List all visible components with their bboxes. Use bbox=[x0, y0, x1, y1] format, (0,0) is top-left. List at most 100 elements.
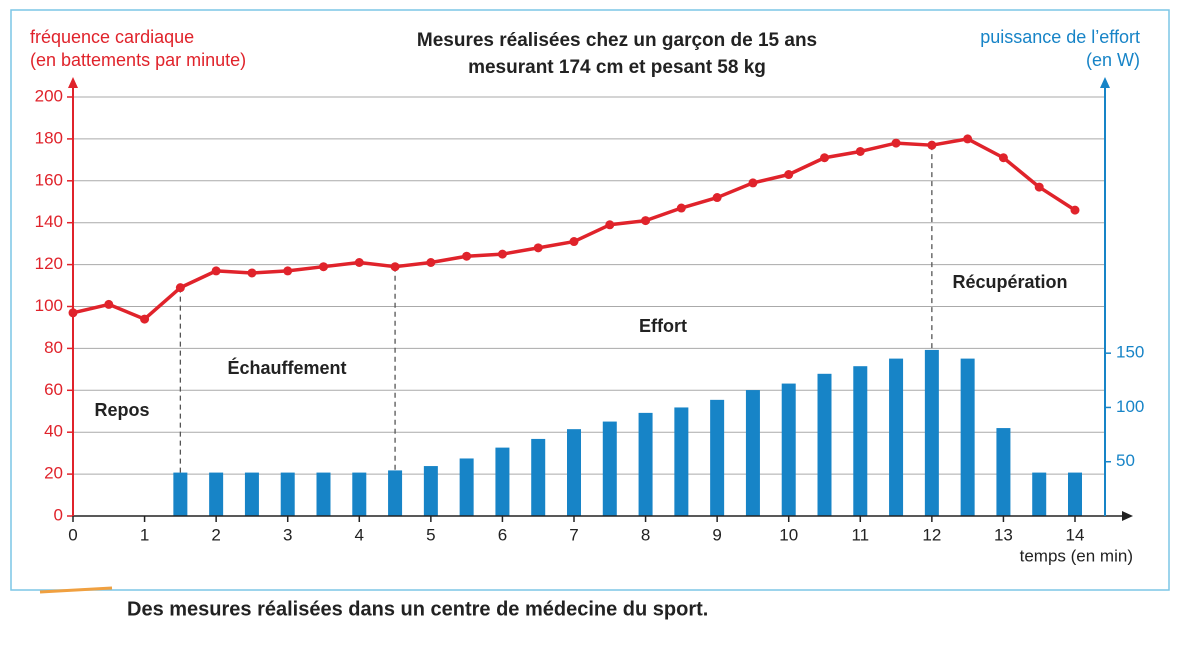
bar bbox=[352, 472, 367, 516]
bar bbox=[244, 472, 259, 516]
line-marker bbox=[676, 203, 686, 213]
bar bbox=[1068, 472, 1082, 516]
line-marker bbox=[390, 262, 400, 272]
y-axis-arrow bbox=[68, 77, 78, 88]
line-marker bbox=[748, 178, 758, 188]
bar bbox=[1032, 472, 1047, 516]
bar bbox=[960, 358, 975, 516]
y-tick-label: 160 bbox=[35, 170, 63, 189]
annotation: Récupération bbox=[952, 272, 1067, 292]
bar bbox=[495, 447, 510, 516]
x-tick-label: 6 bbox=[498, 525, 507, 544]
y-tick-label: 60 bbox=[44, 380, 63, 399]
line-marker bbox=[927, 140, 937, 150]
frame bbox=[10, 9, 1170, 591]
bar bbox=[924, 349, 939, 516]
line-marker bbox=[820, 153, 829, 163]
y2-axis-label: (en W) bbox=[1086, 50, 1140, 70]
line-marker bbox=[641, 216, 651, 226]
bar bbox=[423, 466, 438, 516]
line-marker bbox=[855, 146, 865, 156]
bar bbox=[889, 358, 904, 516]
y-tick-label: 200 bbox=[35, 86, 63, 105]
bar bbox=[316, 472, 331, 516]
annotation: Effort bbox=[639, 316, 687, 336]
x-tick-label: 12 bbox=[922, 525, 941, 544]
x-tick-label: 1 bbox=[140, 525, 149, 544]
bar bbox=[531, 438, 546, 516]
x-tick-label: 9 bbox=[712, 525, 721, 544]
bar bbox=[710, 399, 725, 516]
y2-tick-label: 150 bbox=[1116, 343, 1144, 362]
bar bbox=[638, 412, 653, 516]
y-axis-label: fréquence cardiaque bbox=[30, 27, 194, 47]
y-tick-label: 80 bbox=[44, 338, 63, 357]
y2-axis-label: puissance de l’effort bbox=[980, 27, 1140, 47]
y-tick-label: 140 bbox=[35, 212, 63, 231]
line-marker bbox=[497, 249, 507, 259]
bar bbox=[173, 472, 188, 516]
caption: Des mesures réalisées dans un centre de … bbox=[127, 598, 708, 620]
x-tick-label: 5 bbox=[426, 525, 435, 544]
line-marker bbox=[1034, 182, 1044, 192]
line-marker bbox=[247, 268, 257, 278]
decoration bbox=[39, 586, 113, 594]
x-tick-label: 10 bbox=[779, 525, 798, 544]
bar bbox=[388, 470, 403, 516]
x-tick-label: 14 bbox=[1066, 525, 1085, 544]
bar bbox=[853, 366, 868, 516]
line-marker bbox=[211, 266, 221, 276]
line-marker bbox=[1070, 205, 1080, 215]
x-tick-label: 11 bbox=[851, 525, 869, 544]
x-tick-label: 13 bbox=[994, 525, 1013, 544]
line-marker bbox=[140, 314, 150, 324]
bar bbox=[781, 383, 796, 516]
y-tick-label: 0 bbox=[54, 505, 63, 524]
x-tick-label: 4 bbox=[355, 525, 364, 544]
line-marker bbox=[998, 153, 1008, 163]
y2-tick-label: 100 bbox=[1116, 397, 1144, 416]
bar bbox=[280, 472, 295, 516]
x-tick-label: 2 bbox=[211, 525, 220, 544]
line-marker bbox=[963, 134, 973, 144]
y-tick-label: 120 bbox=[35, 254, 63, 273]
x-axis-arrow bbox=[1122, 511, 1133, 521]
bar bbox=[602, 421, 617, 516]
x-tick-label: 7 bbox=[569, 525, 578, 544]
bar bbox=[745, 390, 760, 516]
x-tick-label: 3 bbox=[283, 525, 292, 544]
line-marker bbox=[283, 266, 293, 276]
line-marker bbox=[533, 243, 543, 253]
line-marker bbox=[712, 193, 722, 203]
line-marker bbox=[569, 237, 579, 247]
annotation: Repos bbox=[94, 400, 149, 420]
x-tick-label: 0 bbox=[68, 525, 77, 544]
bar bbox=[674, 407, 689, 516]
bar bbox=[459, 458, 474, 516]
x-tick-label: 8 bbox=[641, 525, 650, 544]
bar bbox=[817, 373, 832, 516]
x-axis-label: temps (en min) bbox=[1020, 546, 1133, 565]
line-marker bbox=[784, 170, 794, 180]
line-marker bbox=[354, 258, 364, 268]
y-axis-label: (en battements par minute) bbox=[30, 50, 246, 70]
line-marker bbox=[605, 220, 615, 230]
chart-title: Mesures réalisées chez un garçon de 15 a… bbox=[417, 30, 817, 51]
line bbox=[72, 137, 1076, 321]
chart-title: mesurant 174 cm et pesant 58 kg bbox=[468, 57, 766, 78]
line-marker bbox=[319, 262, 328, 272]
bar bbox=[209, 472, 224, 516]
line-marker bbox=[426, 258, 436, 268]
line-marker bbox=[891, 138, 901, 148]
bar bbox=[567, 429, 581, 516]
line-marker bbox=[462, 251, 472, 261]
y2-tick-label: 50 bbox=[1116, 451, 1135, 470]
annotation: Échauffement bbox=[227, 357, 346, 378]
y-tick-label: 20 bbox=[44, 464, 63, 483]
line-marker bbox=[68, 308, 78, 318]
line-marker bbox=[104, 299, 114, 309]
line-marker bbox=[175, 283, 185, 293]
y-tick-label: 180 bbox=[35, 128, 63, 147]
